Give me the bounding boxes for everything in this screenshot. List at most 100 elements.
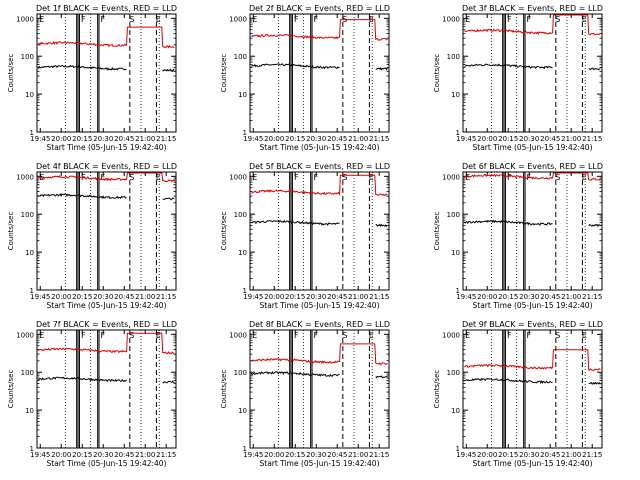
x-tick-label: 20:30 bbox=[306, 293, 326, 301]
lld-series-line bbox=[251, 19, 388, 41]
lld-series-line bbox=[38, 332, 175, 355]
plot-frame bbox=[249, 171, 390, 291]
x-tick-label: 19:45 bbox=[30, 451, 50, 459]
y-tick-label: 1000 bbox=[229, 15, 247, 23]
y-axis-label: Counts/sec bbox=[220, 54, 228, 93]
events-series-line bbox=[37, 64, 127, 71]
panel-title: Det 1f BLACK = Events, RED = LLD bbox=[36, 4, 177, 13]
x-tick-label: 20:45 bbox=[540, 293, 560, 301]
plot-frame bbox=[36, 13, 177, 133]
events-series-line bbox=[162, 380, 175, 384]
x-tick-label: 21:15 bbox=[582, 451, 602, 459]
lld-series-line bbox=[464, 172, 601, 181]
marker-label-f: F bbox=[294, 173, 299, 182]
y-tick-label: 1 bbox=[30, 287, 34, 295]
x-tick-label: 21:00 bbox=[348, 293, 368, 301]
x-axis-label: Start Time (05-Jun-15 19:42:40) bbox=[473, 459, 593, 468]
marker-label-e: E bbox=[252, 15, 257, 24]
detector-panel: Det 3f BLACK = Events, RED = LLD 1 10 100 10… bbox=[433, 4, 603, 152]
x-tick-label: 20:45 bbox=[114, 451, 134, 459]
y-tick-label: 1 bbox=[243, 445, 247, 453]
panel-title: Det 6f BLACK = Events, RED = LLD bbox=[462, 162, 603, 171]
marker-label-e: E bbox=[39, 15, 44, 24]
marker-label-f: F bbox=[507, 15, 512, 24]
detector-panel: Det 8f BLACK = Events, RED = LLD 1 10 100 10… bbox=[220, 320, 390, 468]
marker-label-f: F bbox=[294, 15, 299, 24]
events-series-line bbox=[464, 63, 553, 70]
events-series-line bbox=[375, 66, 388, 71]
y-tick-label: 10 bbox=[25, 249, 34, 257]
marker-label-e: E bbox=[369, 173, 374, 182]
y-tick-label: 100 bbox=[447, 211, 460, 219]
x-axis-label: Start Time (05-Jun-15 19:42:40) bbox=[47, 459, 167, 468]
marker-label-e: E bbox=[252, 173, 257, 182]
y-tick-label: 1 bbox=[456, 445, 460, 453]
x-tick-label: 20:15 bbox=[285, 293, 305, 301]
marker-label-f: F bbox=[101, 15, 106, 24]
x-tick-label: 20:15 bbox=[72, 293, 92, 301]
x-tick-label: 20:00 bbox=[51, 135, 71, 143]
y-tick-label: 100 bbox=[21, 53, 34, 61]
detector-panel: Det 9f BLACK = Events, RED = LLD 1 10 100 10… bbox=[433, 320, 603, 468]
x-tick-label: 21:15 bbox=[156, 451, 176, 459]
y-tick-label: 1 bbox=[30, 445, 34, 453]
y-axis-label: Counts/sec bbox=[433, 370, 441, 409]
x-tick-label: 20:15 bbox=[72, 451, 92, 459]
panel-title: Det 2f BLACK = Events, RED = LLD bbox=[249, 4, 390, 13]
lld-series-line bbox=[37, 26, 175, 49]
lld-series-line bbox=[38, 172, 175, 183]
x-tick-label: 19:45 bbox=[456, 293, 476, 301]
x-tick-label: 20:45 bbox=[540, 451, 560, 459]
x-tick-label: 19:45 bbox=[243, 135, 263, 143]
y-tick-label: 1 bbox=[456, 129, 460, 137]
x-axis-label: Start Time (05-Jun-15 19:42:40) bbox=[473, 301, 593, 310]
marker-label-f: F bbox=[101, 331, 106, 340]
y-tick-label: 10 bbox=[451, 249, 460, 257]
marker-label-f: F bbox=[527, 331, 532, 340]
x-tick-label: 20:30 bbox=[306, 451, 326, 459]
y-tick-label: 100 bbox=[234, 211, 247, 219]
events-series-line bbox=[588, 381, 601, 385]
panel-title: Det 4f BLACK = Events, RED = LLD bbox=[36, 162, 177, 171]
y-tick-label: 1000 bbox=[16, 331, 34, 339]
detector-panel: Det 4f BLACK = Events, RED = LLD 1 10 100 10… bbox=[7, 162, 177, 310]
x-tick-label: 20:30 bbox=[93, 293, 113, 301]
marker-label-e: E bbox=[156, 331, 161, 340]
x-tick-label: 21:15 bbox=[582, 293, 602, 301]
x-tick-label: 20:00 bbox=[51, 293, 71, 301]
events-series-line bbox=[464, 377, 553, 385]
x-tick-label: 21:15 bbox=[582, 135, 602, 143]
marker-label-s: S bbox=[555, 15, 560, 24]
marker-label-f: F bbox=[314, 173, 319, 182]
lld-series-line bbox=[464, 349, 601, 372]
marker-label-e: E bbox=[252, 331, 257, 340]
events-series-line bbox=[251, 63, 340, 70]
x-axis-label: Start Time (05-Jun-15 19:42:40) bbox=[47, 301, 167, 310]
y-axis-label: Counts/sec bbox=[433, 54, 441, 93]
x-tick-label: 20:45 bbox=[114, 135, 134, 143]
marker-label-s: S bbox=[129, 331, 134, 340]
x-tick-label: 20:15 bbox=[285, 135, 305, 143]
lld-series-line bbox=[464, 14, 601, 36]
x-tick-label: 21:00 bbox=[348, 135, 368, 143]
y-tick-label: 100 bbox=[447, 53, 460, 61]
lld-series-line bbox=[251, 174, 388, 197]
y-tick-label: 100 bbox=[21, 369, 34, 377]
plot-frame bbox=[249, 329, 390, 449]
x-tick-label: 20:30 bbox=[519, 135, 539, 143]
x-tick-label: 21:00 bbox=[135, 451, 155, 459]
marker-label-e: E bbox=[465, 173, 470, 182]
y-tick-label: 1000 bbox=[442, 15, 460, 23]
marker-label-s: S bbox=[129, 173, 134, 182]
x-axis-label: Start Time (05-Jun-15 19:42:40) bbox=[260, 301, 380, 310]
y-axis-label: Counts/sec bbox=[220, 370, 228, 409]
x-tick-label: 20:45 bbox=[114, 293, 134, 301]
y-tick-label: 1 bbox=[243, 129, 247, 137]
y-axis-label: Counts/sec bbox=[7, 370, 15, 409]
plot-frame bbox=[462, 13, 603, 133]
panel-title: Det 5f BLACK = Events, RED = LLD bbox=[249, 162, 390, 171]
x-tick-label: 20:00 bbox=[477, 451, 497, 459]
y-tick-label: 10 bbox=[451, 91, 460, 99]
events-series-line bbox=[162, 197, 175, 201]
x-tick-label: 21:15 bbox=[369, 135, 389, 143]
